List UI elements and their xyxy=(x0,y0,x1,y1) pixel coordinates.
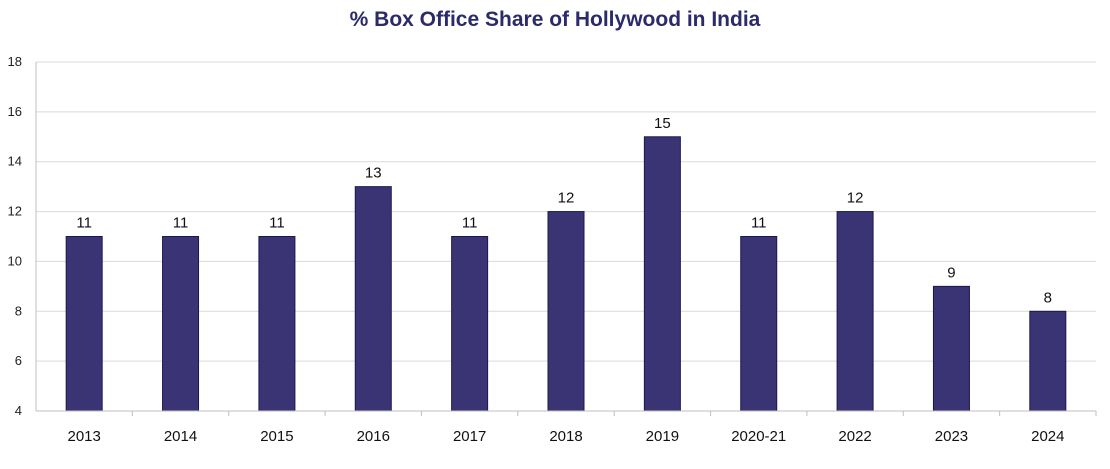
bar xyxy=(1029,310,1067,412)
bar xyxy=(65,236,103,412)
x-tick-label: 2014 xyxy=(164,428,197,445)
bar xyxy=(162,236,200,412)
x-tick-label: 2017 xyxy=(453,428,486,445)
bar xyxy=(547,211,585,412)
bar xyxy=(740,236,778,412)
data-label: 12 xyxy=(558,190,575,207)
data-label: 11 xyxy=(76,215,92,232)
y-tick-label: 4 xyxy=(15,403,22,418)
bar xyxy=(354,186,392,412)
y-tick-label: 12 xyxy=(8,204,22,219)
x-tick-label: 2019 xyxy=(646,428,679,445)
y-tick-label: 18 xyxy=(8,54,22,69)
x-tick-label: 2020-21 xyxy=(731,428,786,445)
data-label: 11 xyxy=(462,215,478,232)
x-axis: 2013 2014 2015 2016 2017 2018 2019 2020-21 2022 2… xyxy=(36,410,1097,445)
x-tick-label: 2023 xyxy=(935,428,968,445)
data-label: 12 xyxy=(847,190,864,207)
chart-title: % Box Office Share of Hollywood in India xyxy=(349,8,761,31)
data-label: 11 xyxy=(269,215,285,232)
y-axis: 4 6 8 10 12 14 16 18 xyxy=(8,54,37,418)
x-tick-label: 2016 xyxy=(357,428,390,445)
data-label: 11 xyxy=(751,215,767,232)
data-label: 15 xyxy=(654,115,671,132)
data-label: 11 xyxy=(173,215,189,232)
bar xyxy=(643,136,681,412)
y-tick-label: 8 xyxy=(15,303,22,318)
y-tick-label: 14 xyxy=(8,154,22,169)
data-label: 9 xyxy=(947,264,955,281)
data-label: 13 xyxy=(365,165,382,182)
data-labels: 11 11 11 13 11 12 15 11 12 9 8 xyxy=(76,115,1052,306)
y-tick-label: 10 xyxy=(8,253,22,268)
y-tick-label: 6 xyxy=(15,353,22,368)
bar xyxy=(258,236,296,412)
x-tick-label: 2013 xyxy=(67,428,100,445)
bars xyxy=(65,136,1067,412)
bar xyxy=(836,211,874,412)
bar xyxy=(451,236,489,412)
bar xyxy=(932,285,970,412)
x-tick-label: 2024 xyxy=(1031,428,1064,445)
y-tick-label: 16 xyxy=(8,104,22,119)
x-tick-label: 2022 xyxy=(838,428,871,445)
x-tick-label: 2018 xyxy=(549,428,582,445)
data-label: 8 xyxy=(1044,289,1052,306)
x-tick-label: 2015 xyxy=(260,428,293,445)
